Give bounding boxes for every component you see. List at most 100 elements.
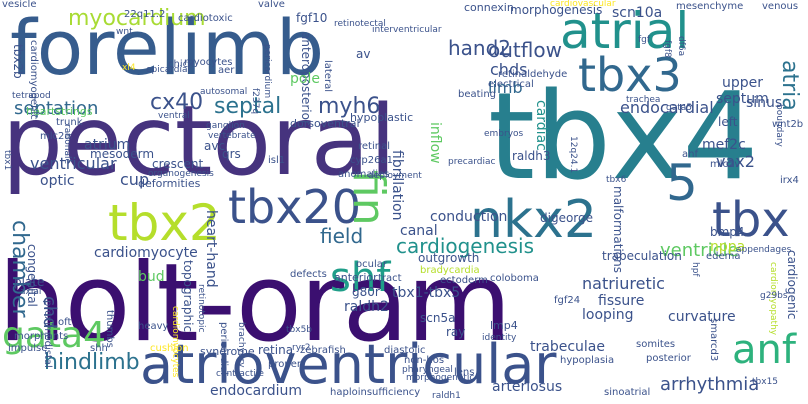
word-epicardial: epicardial xyxy=(146,65,190,75)
word-avc: avc xyxy=(204,139,226,153)
word-raldh3: raldh3 xyxy=(512,149,551,163)
word-vesicle: vesicle xyxy=(2,0,37,10)
word-gata4: gata4 xyxy=(2,315,106,356)
word-bud: bud xyxy=(138,269,165,285)
word-lmp4: lmp4 xyxy=(490,319,518,332)
word-nkx2: nkx2 xyxy=(470,190,597,250)
word-vax2: vax2 xyxy=(716,152,755,171)
word-interventricular: interventricular xyxy=(372,25,442,35)
word-syndrome: syndrome xyxy=(200,345,255,358)
word-cardiomyocyte: cardiomyocyte xyxy=(94,245,198,261)
word-tbx2: tbx2 xyxy=(108,194,221,252)
word-ahf: ahf xyxy=(682,149,698,160)
word-crescent: crescent xyxy=(152,157,204,171)
word-ventricular: ventricular xyxy=(30,154,117,173)
word-morphogenetic: morphogenetic xyxy=(406,373,475,383)
word-cardiotoxic: cardiotoxic xyxy=(178,13,233,24)
word-ocular: ocular xyxy=(356,259,387,270)
word-electrical: electrical xyxy=(488,79,534,90)
word-cup: cup xyxy=(120,170,150,189)
word-precardiac: precardiac xyxy=(448,157,496,167)
word-sinoatrial: sinoatrial xyxy=(604,387,651,398)
word-cardiomyocytes: cardiomyocytes xyxy=(170,306,180,378)
word-outgrowth: outgrowth xyxy=(418,251,480,265)
word-holt-oram: holt-oram xyxy=(0,241,512,366)
word-irx4: irx4 xyxy=(780,175,799,186)
word-tbx1: tbx1 xyxy=(2,150,12,171)
word-inflow: inflow xyxy=(427,122,443,164)
word-appendages: appendages xyxy=(736,245,792,255)
word-canal: canal xyxy=(400,223,438,239)
word-fgf: fgf xyxy=(638,35,651,45)
word-g80r: g80r xyxy=(352,285,380,299)
word-atria: atria xyxy=(777,60,802,111)
word-shh: shh xyxy=(90,343,108,354)
word-bmp4: bmp4 xyxy=(710,225,745,239)
word-hand2: hand2 xyxy=(448,36,512,60)
word-cardiac: cardiac xyxy=(533,100,549,151)
word-deformities: deformities xyxy=(138,177,201,190)
word-retinal: retinal xyxy=(358,141,390,152)
word-shf: shf xyxy=(330,255,391,301)
word-fgf10: fgf10 xyxy=(296,11,328,25)
word-upper: upper xyxy=(722,75,764,91)
word-cardiovascular: cardiovascular xyxy=(550,0,616,9)
word-atrioventricular: atrioventricular xyxy=(140,333,557,396)
word-pericardium: pericardium xyxy=(262,44,272,99)
word-tbx5b: tbx5b xyxy=(286,325,313,335)
word-impulse: impulse xyxy=(8,343,48,354)
word-tbx4: tbx4 xyxy=(488,68,759,207)
word-av: av xyxy=(356,47,371,61)
word-hindlimb: hindlimb xyxy=(44,350,140,375)
word-anomalies: anomalies xyxy=(338,169,390,180)
word-congenital: congenital xyxy=(25,244,39,307)
word-myocardium: myocardium xyxy=(68,6,206,31)
word-anterior: anterior xyxy=(334,271,378,284)
word-atrial: atrial xyxy=(560,2,690,60)
word-deployment: deployment xyxy=(368,171,422,181)
word-pectoral: pectoral xyxy=(2,85,397,197)
word-oft: oft xyxy=(58,317,72,328)
word-boundary: boundary xyxy=(774,104,784,147)
word-fgf8: fgf8 xyxy=(662,40,672,58)
word-fgf24: fgf24 xyxy=(554,295,581,306)
word-fibrillation: fibrillation xyxy=(389,150,405,221)
word-fin: fin xyxy=(343,170,394,226)
word-trabeculation: trabeculation xyxy=(602,249,682,263)
word-non-hos: non-hos xyxy=(404,355,445,366)
word-g29bs: g29bs xyxy=(760,291,788,301)
word-chamber: chamber xyxy=(7,220,32,318)
word-morphogenesis: morphogenesis xyxy=(510,3,603,17)
word-hypoplastic: hypoplastic xyxy=(350,111,414,124)
word-mlc2v: mlc2v xyxy=(710,159,741,170)
word-retinaldehyde: retinaldehyde xyxy=(498,69,568,80)
word-digeorge: digeorge xyxy=(540,211,594,225)
word-lateral: lateral xyxy=(322,60,333,92)
word-chds: chds xyxy=(490,60,528,79)
word-retinotopic: retinotopic xyxy=(196,284,206,333)
word-isl1: isl1 xyxy=(268,155,286,166)
word-qrs: qrs xyxy=(222,147,241,161)
word-tbx6: tbx6 xyxy=(606,175,627,185)
word-22q11: 22q11.2 xyxy=(124,9,166,20)
word-coloboma: coloboma xyxy=(490,273,539,284)
word-raldh2: raldh2 xyxy=(344,299,389,315)
word-limb: limb xyxy=(488,78,523,97)
word-organogenesis: organogenesis xyxy=(148,169,214,179)
word-topographic: topographic xyxy=(181,260,195,333)
word-atrium: atrium xyxy=(84,137,131,153)
word-hypoplasia: hypoplasia xyxy=(560,355,615,366)
word-pharyngeal: pharyngeal xyxy=(402,365,453,375)
word-cardiogenic: cardiogenic xyxy=(785,250,799,320)
word-ray: ray xyxy=(446,325,466,339)
word-thumbs: thumbs xyxy=(104,310,115,348)
word-beating: beating xyxy=(458,89,497,100)
word-defects: defects xyxy=(290,269,327,280)
word-anteroposterior: anteroposterior xyxy=(299,32,313,125)
word-zebrafish: zebrafish xyxy=(300,345,346,356)
word-rationale: rationale xyxy=(62,124,72,165)
word-vertebrate: vertebrate xyxy=(208,131,256,141)
word-anf: anf xyxy=(732,327,796,373)
word-nppa: nppa xyxy=(710,239,746,255)
word-natriuretic: natriuretic xyxy=(582,274,665,293)
